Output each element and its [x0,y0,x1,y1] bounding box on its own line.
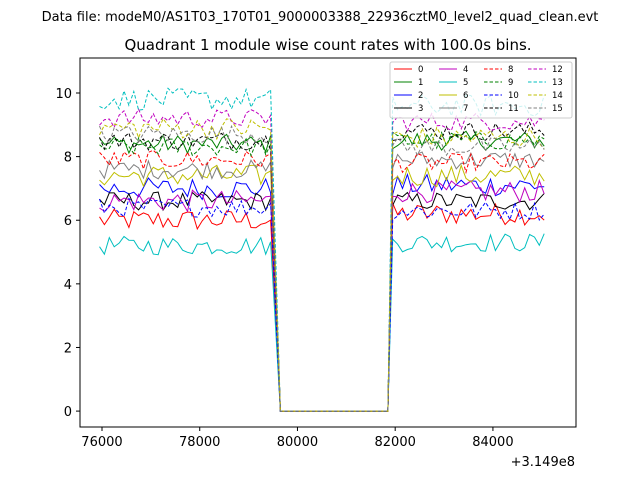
chart-title: Quadrant 1 module wise count rates with … [124,36,531,54]
y-axis: 0 2 4 6 8 10 [55,87,80,420]
legend-label-0: 0 [418,65,423,75]
series-layer [99,87,545,412]
legend-label-4: 4 [463,65,468,75]
series-line-2 [99,172,545,412]
series-line-10 [99,197,545,412]
legend-label-1: 1 [418,78,423,88]
series-line-12 [99,108,545,412]
y-tick-label: 6 [64,214,72,229]
y-tick-label: 0 [64,405,72,420]
legend-label-13: 13 [552,78,563,88]
legend-label-9: 9 [508,78,513,88]
series-line-9 [99,131,545,412]
x-tick-label: 78000 [179,435,220,450]
series-line-4 [99,178,545,412]
legend-box [389,61,573,119]
series-line-5 [99,233,545,412]
series-line-14 [99,117,545,412]
series-line-11 [99,121,545,412]
legend-label-5: 5 [463,78,468,88]
legend-label-12: 12 [552,65,563,75]
x-offset-label: +3.149e8 [511,455,575,470]
y-tick-label: 4 [64,278,72,293]
y-tick-label: 2 [64,341,72,356]
legend-label-15: 15 [552,104,563,114]
x-tick-label: 84000 [472,435,513,450]
legend-label-8: 8 [508,65,513,75]
x-axis: 76000 78000 80000 82000 84000 [81,427,514,450]
x-tick-label: 76000 [81,435,122,450]
legend-label-2: 2 [418,91,423,101]
legend-label-11: 11 [508,104,519,114]
series-line-15 [99,124,545,412]
x-tick-label: 80000 [277,435,318,450]
series-line-0 [99,202,545,412]
y-tick-label: 10 [55,87,72,102]
x-tick-label: 82000 [375,435,416,450]
y-tick-label: 8 [64,151,72,166]
series-line-6 [99,163,545,412]
legend-label-3: 3 [418,104,423,114]
figure-suptitle: Data file: modeM0/AS1T03_170T01_90000033… [42,10,599,25]
series-line-3 [99,191,545,412]
plot-frame [79,57,577,428]
legend-label-10: 10 [508,91,519,101]
legend-label-14: 14 [552,91,563,101]
legend-label-6: 6 [463,91,468,101]
series-line-8 [99,149,545,412]
legend-label-7: 7 [463,104,468,114]
